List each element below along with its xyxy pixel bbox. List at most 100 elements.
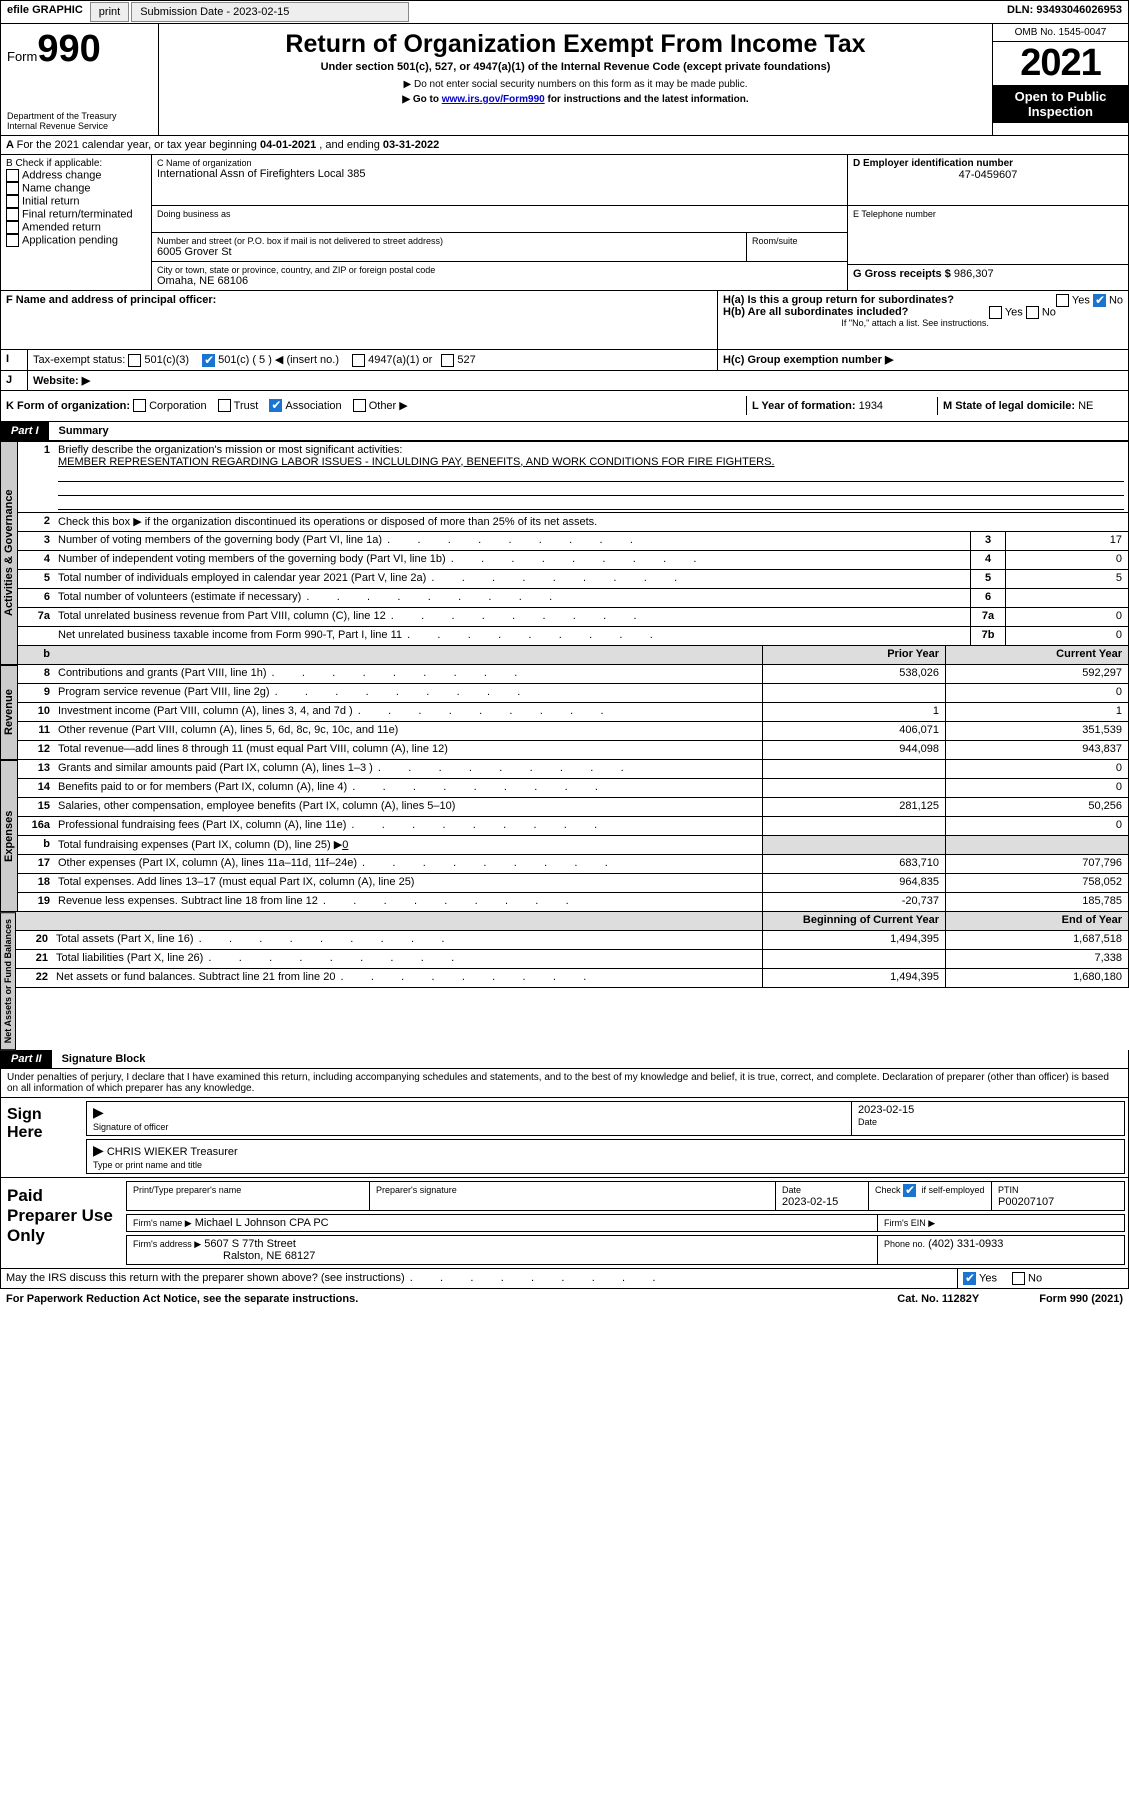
p19: -20,737 [762, 893, 945, 911]
officer-name: CHRIS WIEKER Treasurer [107, 1146, 238, 1158]
l9: Program service revenue (Part VIII, line… [54, 684, 762, 702]
col-eoy: End of Year [945, 912, 1128, 930]
part2-header: Part IISignature Block [0, 1050, 1129, 1069]
l22: Net assets or fund balances. Subtract li… [52, 969, 762, 987]
l-label: L Year of formation: [752, 400, 856, 412]
sign-date: 2023-02-15 [858, 1104, 914, 1116]
col-current: Current Year [945, 646, 1128, 664]
l21: Total liabilities (Part X, line 26) [52, 950, 762, 968]
c18: 758,052 [945, 874, 1128, 892]
pdate-lbl: Date [782, 1185, 801, 1195]
l3: Number of voting members of the governin… [54, 532, 970, 550]
l4: Number of independent voting members of … [54, 551, 970, 569]
p16a [762, 817, 945, 835]
irs-link[interactable]: www.irs.gov/Form990 [442, 94, 545, 105]
city-state-zip: Omaha, NE 68106 [157, 275, 842, 287]
m-label: M State of legal domicile: [943, 400, 1075, 412]
q1: Briefly describe the organization's miss… [54, 442, 1128, 512]
hb-label: H(b) Are all subordinates included? Yes … [723, 306, 1123, 318]
submission-date: Submission Date - 2023-02-15 [131, 2, 409, 22]
paid-preparer-block: Paid Preparer Use Only Print/Type prepar… [0, 1178, 1129, 1269]
v5: 5 [1005, 570, 1128, 588]
c13: 0 [945, 760, 1128, 778]
l15: Salaries, other compensation, employee b… [54, 798, 762, 816]
c-name-label: C Name of organization [157, 158, 842, 168]
e21: 7,338 [945, 950, 1128, 968]
l12: Total revenue—add lines 8 through 11 (mu… [54, 741, 762, 759]
firm-addr1: 5607 S 77th Street [204, 1238, 296, 1250]
c14: 0 [945, 779, 1128, 797]
l7b: Net unrelated business taxable income fr… [54, 627, 970, 645]
p10: 1 [762, 703, 945, 721]
addr-label: Number and street (or P.O. box if mail i… [157, 236, 741, 246]
top-bar: efile GRAPHIC print Submission Date - 20… [0, 0, 1129, 24]
form-label: Form990 [7, 28, 152, 71]
tab-expenses: Expenses [0, 760, 18, 912]
b21 [762, 950, 945, 968]
ptin: P00207107 [998, 1196, 1054, 1208]
l17: Other expenses (Part IX, column (A), lin… [54, 855, 762, 873]
p9 [762, 684, 945, 702]
print-button[interactable]: print [90, 2, 129, 22]
p15: 281,125 [762, 798, 945, 816]
activities-governance: Activities & Governance 1Briefly describ… [0, 441, 1129, 665]
irs-label: Internal Revenue Service [7, 121, 152, 131]
p17: 683,710 [762, 855, 945, 873]
hb-note: If "No," attach a list. See instructions… [723, 318, 1123, 328]
v7b: 0 [1005, 627, 1128, 645]
e22: 1,680,180 [945, 969, 1128, 987]
l6: Total number of volunteers (estimate if … [54, 589, 970, 607]
omb-number: OMB No. 1545-0047 [993, 24, 1128, 42]
tax-exempt-label: Tax-exempt status: [33, 354, 125, 366]
may-q: May the IRS discuss this return with the… [6, 1272, 657, 1284]
p8: 538,026 [762, 665, 945, 683]
v7a: 0 [1005, 608, 1128, 626]
psig-lbl: Preparer's signature [376, 1185, 457, 1195]
sig-officer-label: Signature of officer [93, 1122, 168, 1132]
gross-receipts: 986,307 [954, 268, 994, 280]
l20: Total assets (Part X, line 16) [52, 931, 762, 949]
firm-addr2: Ralston, NE 68127 [223, 1250, 315, 1262]
b-opt: Initial return [6, 195, 146, 208]
col-prior: Prior Year [762, 646, 945, 664]
section-klm: K Form of organization: Corporation Trus… [0, 391, 1129, 422]
d-label: D Employer identification number [853, 158, 1123, 169]
c17: 707,796 [945, 855, 1128, 873]
l16b: Total fundraising expenses (Part IX, col… [54, 836, 762, 854]
may-discuss: May the IRS discuss this return with the… [0, 1269, 1129, 1289]
v4: 0 [1005, 551, 1128, 569]
sign-here-label: Sign Here [1, 1098, 83, 1177]
l16a: Professional fundraising fees (Part IX, … [54, 817, 762, 835]
sign-here-block: Sign Here ▶ Signature of officer 2023-02… [0, 1098, 1129, 1178]
dba-label: Doing business as [157, 209, 842, 219]
c8: 592,297 [945, 665, 1128, 683]
firm-name: Michael L Johnson CPA PC [195, 1217, 329, 1229]
v6 [1005, 589, 1128, 607]
p11: 406,071 [762, 722, 945, 740]
section-fh: F Name and address of principal officer:… [0, 291, 1129, 350]
net-assets: Net Assets or Fund Balances Beginning of… [0, 912, 1129, 1050]
b-opt: Name change [6, 182, 146, 195]
name-title-label: Type or print name and title [93, 1160, 202, 1170]
section-i: I Tax-exempt status: 501(c)(3) 501(c) ( … [0, 350, 1129, 371]
phone-lbl: Phone no. [884, 1239, 925, 1249]
ha-label: H(a) Is this a group return for subordin… [723, 294, 1123, 306]
l14: Benefits paid to or for members (Part IX… [54, 779, 762, 797]
p18: 964,835 [762, 874, 945, 892]
e20: 1,687,518 [945, 931, 1128, 949]
phone: (402) 331-0933 [928, 1238, 1003, 1250]
l7a: Total unrelated business revenue from Pa… [54, 608, 970, 626]
b-opt: Address change [6, 169, 146, 182]
g-label: G Gross receipts $ [853, 268, 951, 280]
city-label: City or town, state or province, country… [157, 265, 842, 275]
l10: Investment income (Part VIII, column (A)… [54, 703, 762, 721]
p13 [762, 760, 945, 778]
mission: MEMBER REPRESENTATION REGARDING LABOR IS… [58, 456, 775, 468]
l5: Total number of individuals employed in … [54, 570, 970, 588]
b-opt: Final return/terminated [6, 208, 146, 221]
website-label: Website: ▶ [33, 375, 90, 387]
declaration: Under penalties of perjury, I declare th… [0, 1069, 1129, 1098]
b-opt: Amended return [6, 221, 146, 234]
footer: For Paperwork Reduction Act Notice, see … [0, 1289, 1129, 1309]
ein: 47-0459607 [853, 169, 1123, 181]
